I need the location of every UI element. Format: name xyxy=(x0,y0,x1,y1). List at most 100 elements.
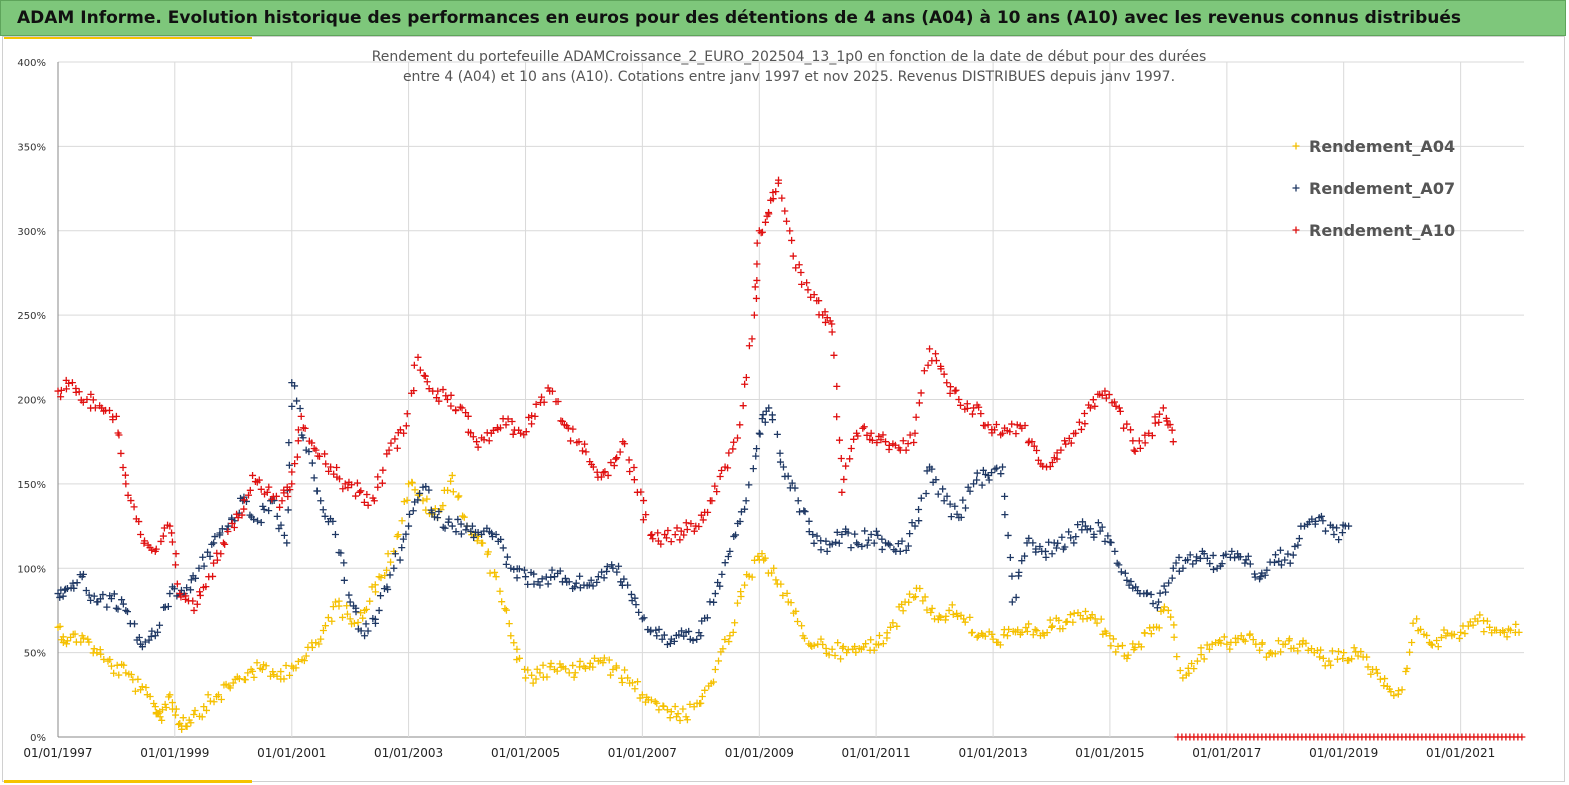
data-point xyxy=(1022,624,1030,632)
data-point xyxy=(561,574,569,582)
data-point xyxy=(1165,579,1173,587)
data-point xyxy=(1275,557,1283,565)
data-point xyxy=(798,622,806,630)
data-point xyxy=(759,411,767,419)
data-point xyxy=(172,705,180,713)
data-point xyxy=(1298,640,1306,648)
data-point xyxy=(485,437,493,445)
data-point xyxy=(333,463,341,471)
data-point xyxy=(1294,647,1302,655)
data-point xyxy=(434,514,442,522)
data-point xyxy=(1018,628,1026,636)
data-point xyxy=(1001,492,1009,500)
data-point xyxy=(1141,431,1149,439)
data-point xyxy=(106,655,114,663)
data-point xyxy=(601,468,609,476)
data-point xyxy=(548,387,556,395)
data-point xyxy=(725,449,733,457)
data-point xyxy=(1364,663,1372,671)
data-point xyxy=(234,514,242,522)
data-point xyxy=(141,537,149,545)
data-point xyxy=(753,445,761,453)
data-point xyxy=(229,679,237,687)
data-point xyxy=(922,489,930,497)
data-point xyxy=(501,605,509,613)
data-point xyxy=(973,476,981,484)
data-point xyxy=(729,628,737,636)
data-point xyxy=(434,387,442,395)
data-point xyxy=(615,562,623,570)
data-point xyxy=(671,703,679,711)
data-point xyxy=(137,531,145,538)
data-point xyxy=(1021,552,1029,560)
data-point xyxy=(1408,639,1416,647)
data-point xyxy=(988,469,996,477)
data-point xyxy=(1503,633,1511,641)
data-point xyxy=(883,629,891,637)
data-point xyxy=(284,492,292,500)
data-point xyxy=(593,578,601,586)
data-point xyxy=(1057,446,1065,454)
data-point xyxy=(599,659,607,667)
data-point xyxy=(396,426,404,434)
data-point xyxy=(285,461,293,469)
data-point xyxy=(1170,621,1178,629)
data-point xyxy=(1433,636,1441,644)
data-point xyxy=(166,522,174,530)
data-point xyxy=(484,548,492,556)
data-point xyxy=(826,317,834,325)
data-point xyxy=(402,530,410,538)
data-point xyxy=(1455,634,1463,642)
data-point xyxy=(473,438,481,446)
data-point xyxy=(939,485,947,493)
data-point xyxy=(946,383,954,391)
data-point xyxy=(837,655,845,663)
data-point xyxy=(1124,651,1132,659)
y-tick-label: 200% xyxy=(17,396,46,407)
data-point xyxy=(522,573,530,581)
data-point xyxy=(547,573,555,581)
data-point xyxy=(423,495,431,503)
data-point xyxy=(408,479,416,487)
data-point xyxy=(704,508,712,516)
data-point xyxy=(999,463,1007,471)
data-point xyxy=(1500,628,1508,636)
data-point xyxy=(920,367,928,375)
data-point xyxy=(1335,536,1343,544)
data-point xyxy=(776,449,784,457)
data-point xyxy=(737,588,745,596)
data-point xyxy=(817,635,825,643)
data-point xyxy=(209,572,217,580)
data-point xyxy=(854,432,862,440)
data-point xyxy=(1090,533,1098,541)
data-point xyxy=(467,429,475,437)
data-point xyxy=(1113,559,1121,567)
data-point xyxy=(1295,535,1303,543)
data-point xyxy=(483,524,491,532)
data-point xyxy=(456,403,464,411)
data-point xyxy=(1135,437,1143,445)
data-point xyxy=(508,417,516,425)
legend-marker xyxy=(1292,184,1300,192)
data-point xyxy=(761,218,769,226)
data-point xyxy=(569,661,577,669)
data-point xyxy=(1065,434,1073,442)
data-point xyxy=(801,508,809,516)
data-point xyxy=(742,374,750,382)
data-point xyxy=(786,227,794,235)
data-point xyxy=(593,468,601,476)
data-point xyxy=(393,444,401,452)
data-point xyxy=(1107,539,1115,547)
x-tick-label: 01/01/2003 xyxy=(374,746,443,760)
data-point xyxy=(403,410,411,418)
data-point xyxy=(591,654,598,662)
data-point xyxy=(93,649,101,657)
data-point xyxy=(337,549,345,557)
data-point xyxy=(792,607,800,615)
data-point xyxy=(752,294,760,302)
data-point xyxy=(387,439,395,447)
data-point xyxy=(733,599,741,607)
data-point xyxy=(383,566,391,574)
data-point xyxy=(439,523,447,531)
y-tick-label: 0% xyxy=(30,733,46,744)
